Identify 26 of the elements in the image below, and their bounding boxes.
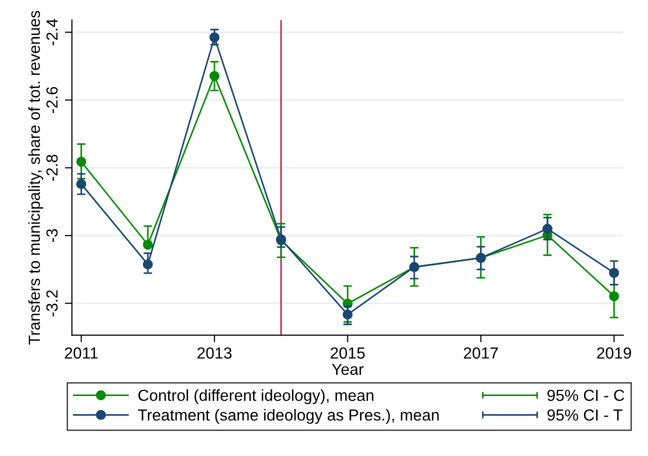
point	[609, 291, 620, 302]
point	[142, 259, 153, 270]
x-tick-label: 2017	[464, 347, 498, 359]
point	[209, 32, 220, 42]
point	[76, 156, 86, 167]
x-axis-title: Year	[332, 364, 364, 375]
point	[142, 240, 153, 250]
text: 95% CI - C	[547, 390, 624, 402]
y-axis-title: Transfers to municipality, share of tot. revenues	[28, 10, 44, 345]
x-tick-label: 2013	[197, 347, 232, 359]
x-tick-label: 2015	[330, 347, 365, 359]
y-tick-label: -3	[46, 229, 58, 242]
point	[542, 224, 552, 234]
y-tick-label: -2.4	[46, 18, 58, 46]
y-tick-label: -2.6	[46, 86, 58, 114]
y-tick-label: -2.8	[46, 154, 58, 181]
text: 95% CI - T	[547, 409, 622, 421]
x-tick-label: 2019	[597, 347, 632, 359]
point	[342, 309, 353, 320]
point	[609, 268, 620, 278]
legend-label: Treatment (same ideology as Pres.), mean	[138, 408, 439, 424]
point	[209, 70, 220, 81]
point	[76, 179, 86, 190]
y-tick-label: -3.2	[46, 290, 58, 316]
x-tick-label: 2011	[64, 347, 98, 359]
legend-label: Control (different ideology), mean	[138, 389, 374, 404]
